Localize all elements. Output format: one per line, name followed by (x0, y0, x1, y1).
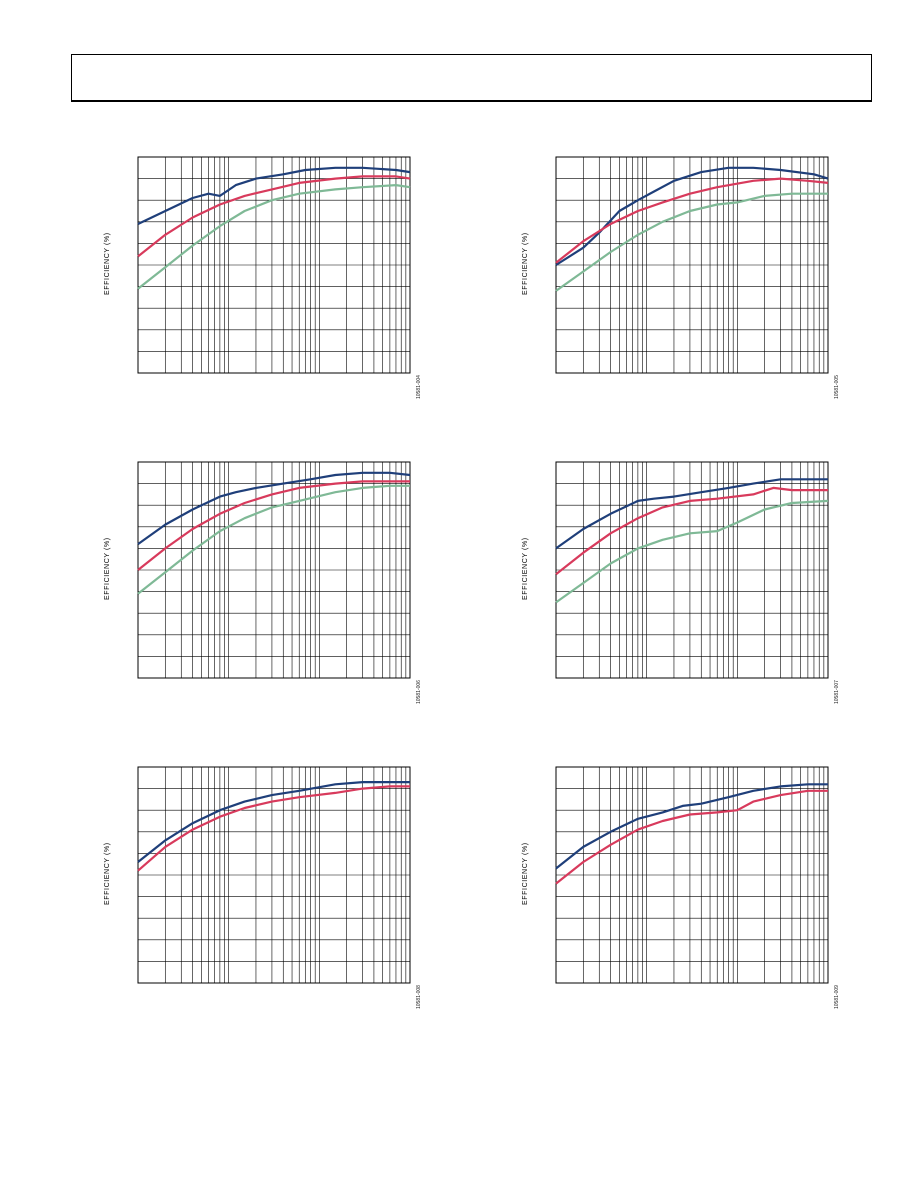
plot-area (555, 461, 829, 679)
plot-area (137, 156, 411, 374)
series-line-2 (555, 789, 828, 885)
y-axis-label: EFFICIENCY (%) (522, 232, 529, 295)
series-line-1 (555, 166, 829, 266)
plot-frame (555, 766, 829, 984)
series-line-3 (137, 184, 411, 290)
series-line-2 (137, 785, 410, 872)
plot-frame (555, 461, 829, 679)
plot-area (137, 461, 411, 679)
series-line-2 (555, 486, 828, 576)
figure-id: 10581-009 (834, 985, 840, 1009)
plot-area (555, 156, 829, 374)
series-line-1 (555, 783, 828, 870)
series-line-2 (137, 480, 410, 571)
figure-id: 10581-004 (416, 375, 422, 399)
series-line-2 (137, 175, 411, 258)
figure-id: 10581-005 (834, 375, 840, 399)
figure-id: 10581-007 (834, 680, 840, 704)
series-line-1 (137, 781, 410, 863)
y-axis-label: EFFICIENCY (%) (522, 842, 529, 905)
page-header-box (71, 54, 872, 102)
series-line-3 (137, 484, 410, 595)
y-axis-label: EFFICIENCY (%) (522, 537, 529, 600)
figure-id: 10581-008 (416, 985, 422, 1009)
y-axis-label: EFFICIENCY (%) (104, 842, 111, 905)
figure-id: 10581-006 (416, 680, 422, 704)
plot-frame (137, 156, 411, 374)
series-line-3 (555, 499, 829, 604)
y-axis-label: EFFICIENCY (%) (104, 537, 111, 600)
series-line-1 (137, 166, 411, 225)
series-line-2 (555, 177, 829, 264)
series-line-1 (137, 471, 411, 545)
plot-area (137, 766, 411, 984)
series-line-3 (555, 192, 828, 292)
series-line-1 (555, 478, 828, 550)
plot-frame (137, 766, 411, 984)
y-axis-label: EFFICIENCY (%) (104, 232, 111, 295)
plot-area (555, 766, 829, 984)
